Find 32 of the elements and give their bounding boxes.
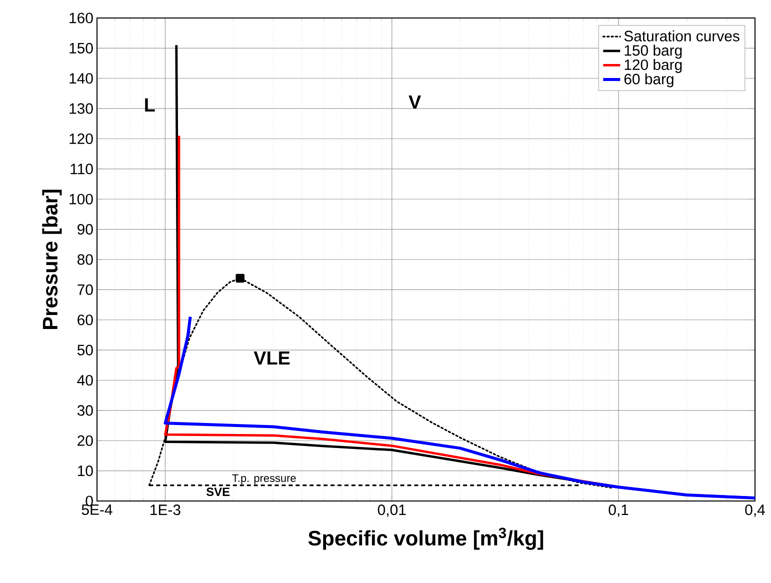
annotation: SVE — [206, 488, 230, 496]
y-tick-label: 100 — [70, 194, 93, 204]
x-tick-label: 0,1 — [608, 504, 628, 517]
annotation: T.p. pressure — [232, 474, 296, 484]
annotation: V — [408, 96, 421, 109]
annotation: L — [145, 98, 155, 112]
x-tick-label: 1E-3 — [150, 504, 180, 516]
y-tick-label: 10 — [78, 466, 93, 476]
y-tick-label: 110 — [70, 164, 93, 174]
y-tick-label: 50 — [77, 344, 93, 356]
y-tick-label: 80 — [78, 254, 93, 265]
x-tick-label: 0,4 — [745, 504, 765, 517]
y-tick-label: 140 — [70, 73, 93, 84]
legend-label: 150 barg — [624, 44, 682, 59]
y-tick-label: 130 — [70, 103, 93, 114]
x-tick-label: 5E-4 — [82, 504, 112, 515]
y-tick-label: 30 — [77, 405, 93, 416]
legend-label: Saturation curves — [624, 30, 740, 42]
y-tick-label: 60 — [78, 314, 93, 326]
y-tick-label: 160 — [70, 12, 93, 24]
legend-label: 120 barg — [624, 59, 682, 73]
y-tick-label: 120 — [70, 133, 93, 144]
y-tick-label: 90 — [78, 224, 93, 235]
legend-label: 60 barg — [624, 73, 674, 88]
x-tick-label: 0,01 — [378, 504, 406, 517]
y-tick-label: 150 — [70, 42, 93, 54]
y-tick-label: 40 — [77, 374, 93, 386]
y-axis-title: Pressure [bar] — [42, 190, 62, 330]
x-axis-title: Specific volume [m$^{3}$/kg] — [308, 528, 544, 550]
y-tick-label: 20 — [78, 435, 93, 446]
y-tick-label: 70 — [78, 284, 93, 295]
annotation: VLE — [254, 352, 290, 365]
